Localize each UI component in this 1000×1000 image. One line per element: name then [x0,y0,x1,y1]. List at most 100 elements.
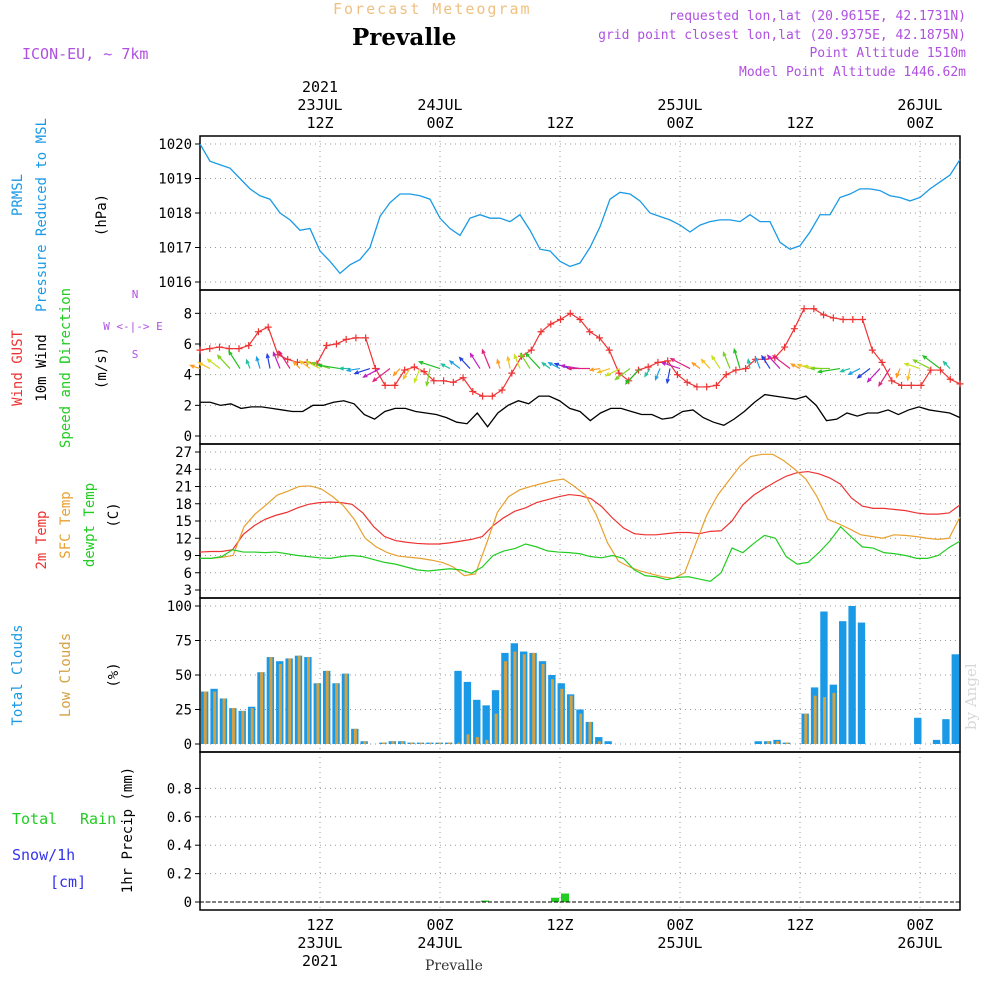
low-clouds-bar [269,657,273,744]
wind-direction-arrow [761,355,771,369]
wind-direction-arrowhead [553,362,559,367]
total-clouds-bar [604,741,612,744]
low-clouds-bar [353,728,357,744]
bottom-hour-label: 12Z [546,916,573,934]
wind-direction-arrow [922,355,941,370]
wind-direction-arrow [347,367,361,372]
top-hour-label: 12Z [546,114,573,132]
wind-direction-arrowhead [691,361,697,367]
wind-gust-marker [254,328,262,336]
wind-gust-marker [927,366,935,374]
wind-gust-marker [888,377,896,385]
low-clouds-bar [541,663,545,744]
precip-unit-label: 1hr Precip (mm) [120,767,136,893]
wind-gust-marker [332,340,340,348]
wind-gust-marker [488,392,496,400]
y-tick-label: 4 [184,368,192,384]
low-clouds-bar [344,673,348,744]
wind-gust-marker [742,365,750,373]
total-clouds-bar [848,606,856,744]
wind-direction-arrowhead [458,356,464,362]
wind-direction-arrowhead [722,351,727,357]
low-clouds-bar [504,661,508,744]
wind-direction-arrowhead [809,366,815,371]
wind-direction-arrowhead [206,358,212,364]
compass-s: S [132,348,139,361]
wind-direction-arrowhead [711,354,716,361]
rain-bar [551,897,559,902]
wind-direction-arrow [878,368,891,387]
total-clouds-bar [595,737,603,744]
temp-2m-line [199,470,961,553]
low-clouds-bar [391,741,395,744]
top-date-label: 24JUL [417,96,462,114]
bottom-hour-label: 00Z [666,916,693,934]
wind-direction-arrowhead [771,354,778,360]
wind-direction-arrow [519,353,531,369]
total-clouds-bar [463,681,472,744]
low-clouds-bar [813,695,817,744]
y-tick-label: 24 [175,462,192,478]
wind-gust-marker [498,386,506,394]
wind-direction-arrow [419,361,441,370]
top-hour-label: 12Z [786,114,813,132]
y-tick-label: 12 [175,531,192,547]
wind-10m-label: 10m Wind [34,334,50,401]
total-clouds-bar [454,670,462,744]
wind-direction-arrowhead [895,372,900,379]
wind-gust-marker [703,383,711,391]
wind-direction-arrowhead [440,363,446,368]
y-tick-label: 1019 [158,172,192,188]
wind-direction-arrowhead [255,355,260,362]
wind-gust-marker [449,378,457,386]
wind-direction-arrow [857,368,871,379]
wind-direction-arrowhead [265,352,270,359]
legend-cm: [cm] [50,873,86,891]
wind-gust-marker [878,358,886,366]
wind-gust-label: Wind GUST [10,330,26,406]
y-tick-label: 15 [175,514,192,530]
low-clouds-bar [485,739,489,744]
bottom-year-label: 2021 [302,952,338,970]
sfc-temp-label: SFC Temp [58,491,74,558]
top-hour-label: 00Z [666,114,693,132]
low-clouds-bar [447,742,451,744]
wind-gust-marker [527,346,535,354]
wind-direction-arrowhead [669,357,675,363]
wind-direction-arrowhead [802,364,809,369]
low-clouds-bar [532,652,536,744]
wind-direction-arrow [513,354,521,369]
low-clouds-bar [335,683,339,744]
dewpt-temp-label: dewpt Temp [82,483,98,567]
wind-direction-arrowhead [866,377,872,383]
wind-direction-arrowhead [448,360,455,365]
y-tick-label: 0 [184,737,192,753]
wind-direction-arrow [207,358,221,370]
wind-direction-arrowhead [856,373,862,379]
wind-direction-arrowhead [228,350,233,356]
low-clouds-bar [241,710,245,744]
point-altitude: Point Altitude 1510m [809,46,966,61]
wind-direction-arrow [278,351,291,369]
wind-direction-arrow [711,355,721,369]
low-clouds-bar [278,663,282,744]
y-tick-label: 1018 [158,206,192,222]
wind-direction-arrow [913,359,931,370]
wind-speed-line [200,393,961,428]
wind-direction-arrow [722,352,731,369]
wind-direction-arrow [228,351,241,369]
total-clouds-bar [820,611,828,744]
wind-gust-marker [391,381,399,389]
y-tick-label: 2 [184,398,192,414]
low-clouds-bar [494,713,498,744]
wind-direction-arrowhead [624,379,630,385]
wind-direction-arrowhead [796,363,802,368]
low-clouds-bar [569,695,573,744]
low-clouds-bar [597,741,601,744]
wind-gust-marker [605,346,613,354]
low-clouds-bar [776,741,780,744]
wind-direction-arrowhead [371,377,378,383]
wind-gust-marker [615,369,623,377]
wind-direction-arrow [449,360,461,370]
